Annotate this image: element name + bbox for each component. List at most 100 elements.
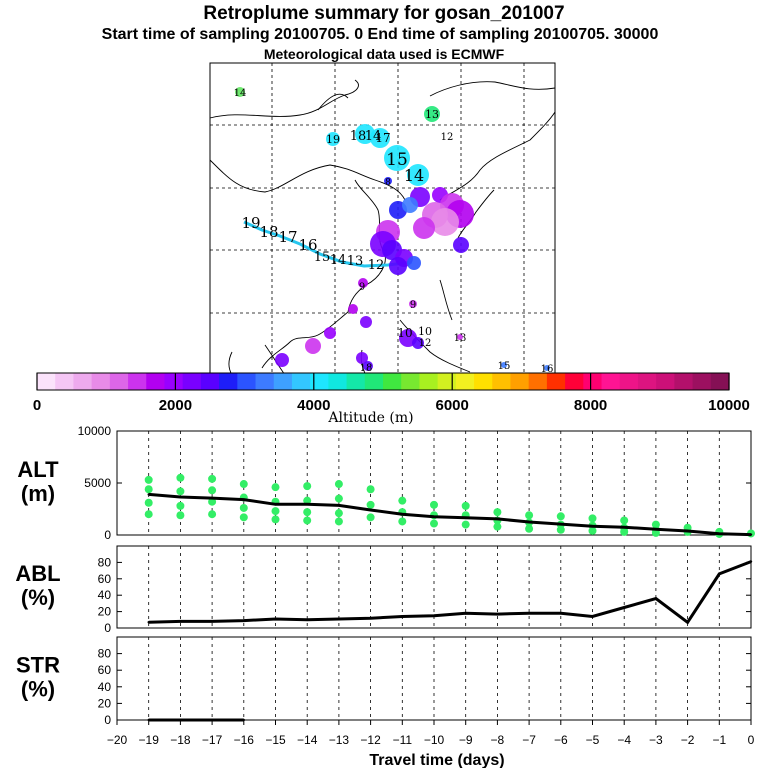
panel-alt: 0 5000 10000 ALT(m)	[17, 424, 755, 542]
colorbar-segment	[583, 373, 603, 390]
plume-bubble	[544, 365, 550, 371]
altitude-scatter-point	[556, 512, 565, 521]
series-line	[148, 560, 752, 625]
colorbar-segment	[128, 373, 147, 390]
panel-abl: 0 20 40 60 80 ABL(%)	[15, 545, 753, 635]
series-point	[306, 503, 309, 506]
altitude-scatter-point	[271, 507, 280, 516]
map-day-label: 15	[498, 361, 511, 372]
altitude-scatter-point	[303, 482, 312, 491]
series-point	[369, 508, 372, 512]
series-point	[337, 504, 341, 507]
series-point	[718, 572, 721, 576]
altitude-scatter-point	[208, 486, 217, 495]
colorbar-tick-label: 4000	[297, 397, 330, 414]
series-point	[210, 496, 214, 500]
series-point	[591, 524, 594, 528]
series-point	[623, 606, 626, 609]
series-point	[591, 615, 594, 618]
panel-label: (%)	[21, 677, 55, 702]
altitude-scatter-point	[176, 473, 185, 482]
altitude-scatter-point	[334, 509, 343, 518]
colorbar-segment	[710, 373, 730, 390]
series-point	[179, 620, 182, 623]
panel-label: (%)	[21, 585, 55, 610]
plume-bubble	[402, 197, 418, 213]
plume-bubble	[370, 128, 390, 148]
plume-bubble	[457, 334, 463, 340]
y-tick-label: 60	[98, 663, 112, 677]
colorbar-segment	[37, 373, 56, 390]
x-tick-label: −9	[459, 733, 473, 747]
colorbar-segment	[310, 373, 329, 390]
y-tick-label: 20	[98, 605, 112, 619]
altitude-scatter-point	[366, 500, 375, 509]
map-day-label: 17	[278, 228, 297, 246]
map-day-label: 8	[385, 178, 391, 188]
altitude-scatter-point	[525, 524, 534, 533]
series-point	[654, 528, 658, 531]
colorbar-segment	[692, 373, 712, 390]
series-line	[148, 492, 752, 537]
meteorology-info: Meteorological data used is ECMWF	[263, 46, 505, 62]
altitude-scatter-point	[620, 516, 629, 525]
map-day-label: 9	[359, 282, 365, 293]
colorbar-tick-label: 2000	[159, 397, 192, 414]
altitude-scatter-point	[239, 503, 248, 512]
colorbar-segment	[437, 373, 457, 390]
colorbar-segment	[164, 373, 184, 390]
y-tick-label: 80	[98, 555, 112, 569]
altitude-scatter-point	[588, 526, 597, 535]
time-series-panels: 0500010000ALT(m)020406080ABL(%)020406080…	[15, 424, 755, 727]
series-point	[559, 522, 562, 526]
map-day-label: 12	[368, 258, 385, 273]
colorbar-segment	[510, 373, 530, 390]
colorbar-segment	[73, 373, 93, 390]
map-day-label: 14	[330, 253, 347, 268]
x-tick-label: −13	[329, 733, 350, 747]
x-tick-label: −18	[170, 733, 191, 747]
plume-bubble	[275, 353, 289, 367]
series-point	[179, 495, 182, 499]
series-point	[527, 612, 531, 615]
altitude-colorbar	[36, 372, 730, 391]
map-day-label: 13	[454, 333, 467, 344]
x-tick-label: −6	[554, 733, 568, 747]
y-tick-label: 40	[98, 680, 112, 694]
altitude-scatter-point	[398, 517, 407, 526]
altitude-scatter-point	[334, 517, 343, 526]
series-point	[527, 520, 531, 524]
panel-frame	[116, 636, 752, 721]
colorbar-segment	[219, 373, 238, 390]
plume-bubble	[407, 256, 421, 270]
series-point	[274, 617, 277, 621]
series-point	[210, 620, 214, 623]
colorbar-segment	[492, 373, 512, 390]
altitude-scatter-point	[366, 513, 375, 522]
colorbar-segment	[55, 373, 75, 390]
x-tick-label: −11	[393, 733, 413, 747]
plume-bubble	[501, 362, 507, 368]
colorbar-tick-label: 8000	[574, 397, 607, 414]
panel-label: ALT	[17, 457, 59, 482]
series-point	[369, 616, 372, 620]
x-tick-label: −8	[491, 733, 505, 747]
map-day-label: 16	[298, 236, 317, 254]
altitude-scatter-point	[461, 501, 470, 510]
colorbar-segment	[565, 373, 584, 390]
altitude-scatter-point	[239, 513, 248, 522]
altitude-scatter-point	[176, 501, 185, 510]
y-tick-label: 20	[98, 696, 112, 710]
series-point	[654, 597, 658, 600]
plume-bubble	[360, 316, 372, 328]
plume-bubble	[409, 300, 417, 308]
colorbar-segment	[419, 373, 439, 390]
x-tick-label: −19	[139, 733, 160, 747]
panel-str: 0 20 40 60 80 STR(%)	[16, 636, 752, 727]
series-point	[464, 516, 467, 520]
altitude-scatter-point	[208, 474, 217, 483]
colorbar-segment	[474, 373, 493, 390]
series-point	[401, 513, 404, 516]
